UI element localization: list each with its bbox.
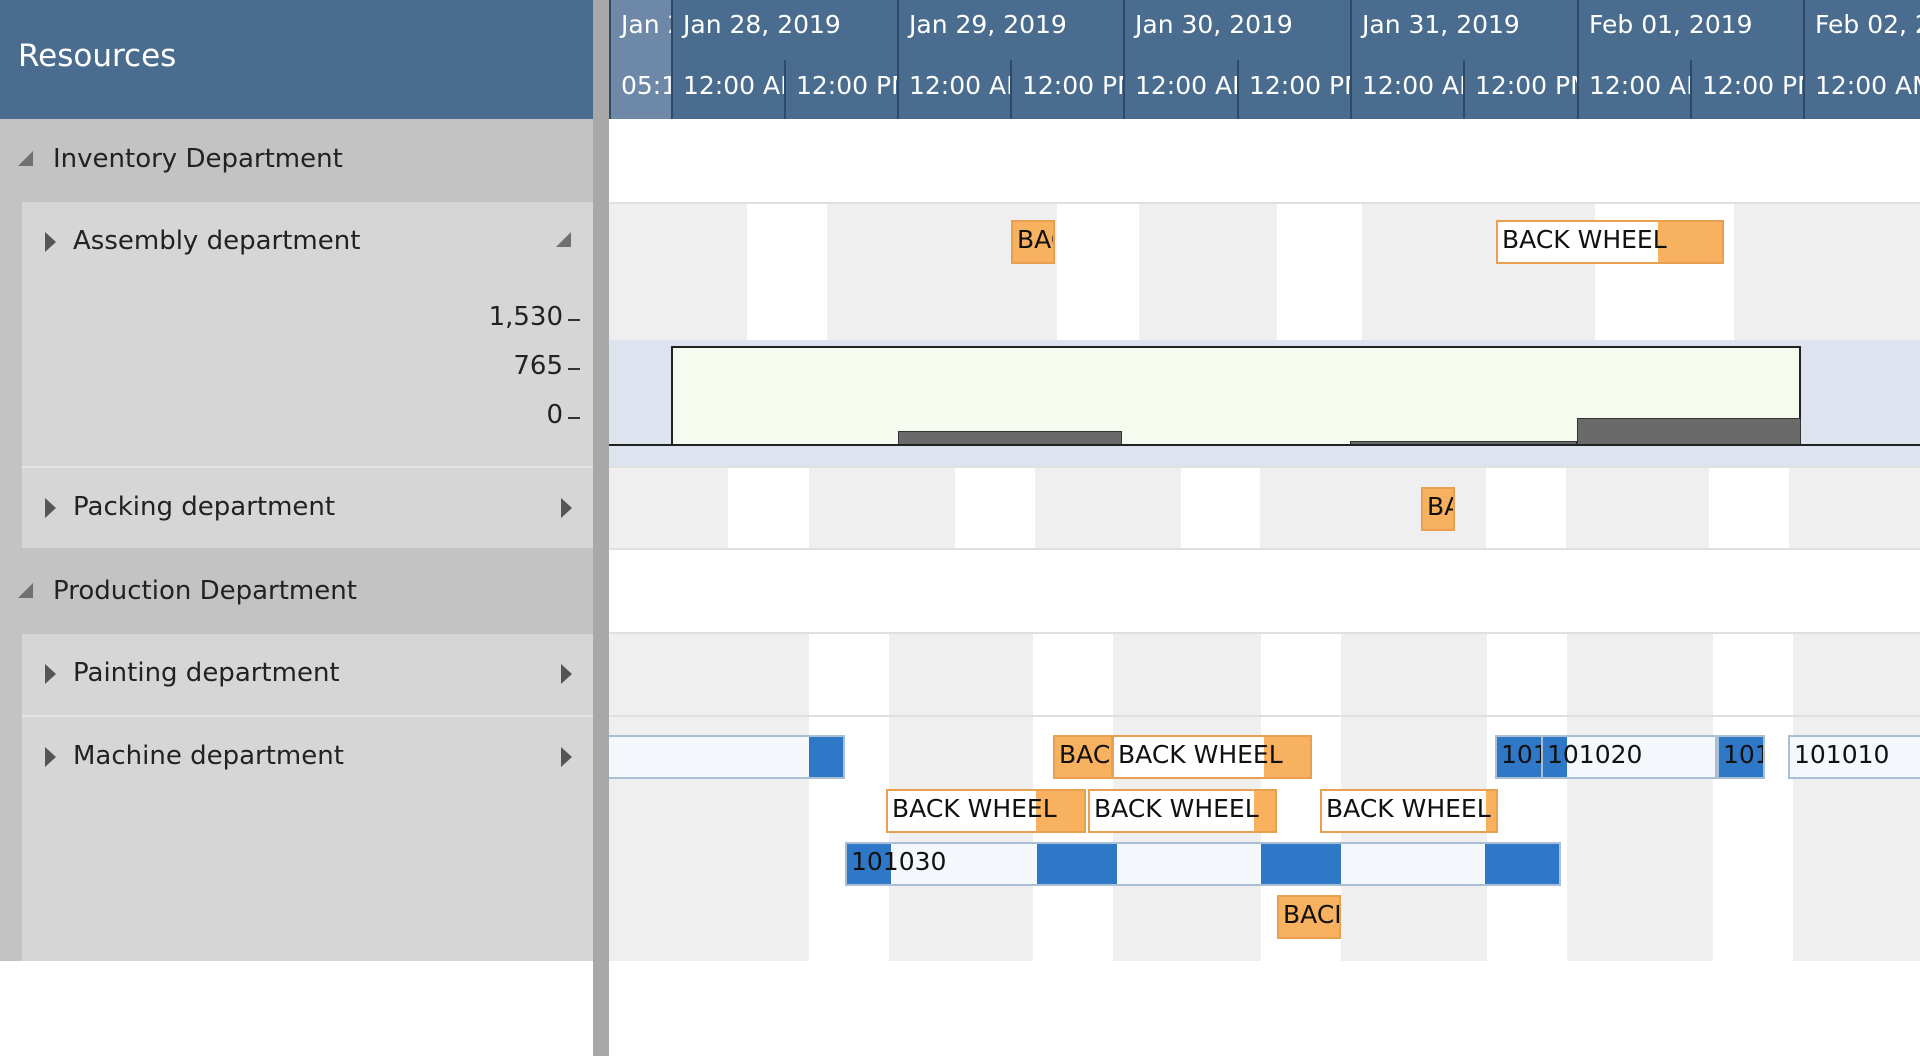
work-order-bar[interactable]: 101010	[1717, 735, 1765, 779]
pane-splitter[interactable]	[593, 0, 609, 1056]
work-order-bar[interactable]	[609, 735, 845, 779]
axis-label-mid: 765	[513, 351, 563, 381]
histogram-baseline	[609, 444, 1920, 446]
task-bar[interactable]: BACK WHEEL	[1421, 487, 1455, 531]
hour-header-cell: 12:00 AM	[1350, 60, 1463, 119]
day-header-cell: Feb 02, 2019	[1803, 0, 1920, 60]
nonworking-stripe	[1035, 468, 1181, 548]
sub-label: Painting department	[73, 658, 340, 688]
task-bar[interactable]: BACK WHEEL	[1088, 789, 1277, 833]
sub-row-assembly[interactable]: Assembly department 1,530 765 0	[22, 202, 593, 466]
expand-histogram-icon[interactable]	[561, 498, 572, 518]
hour-header-cell: 12:00 AM	[671, 60, 784, 119]
day-header-cell: Jan 29, 2019	[897, 0, 1123, 60]
expand-histogram-icon[interactable]	[561, 664, 572, 684]
dept-label: Inventory Department	[53, 144, 343, 174]
nonworking-stripe	[1139, 204, 1277, 340]
collapse-histogram-icon[interactable]	[556, 232, 571, 247]
grid-line	[609, 466, 1920, 468]
task-bar[interactable]: BACK WHEEL	[1112, 735, 1312, 779]
axis-tick	[568, 319, 580, 321]
day-header-cell: Jan 30, 2019	[1123, 0, 1350, 60]
grid-line	[609, 715, 1920, 717]
nonworking-stripe	[1734, 204, 1920, 340]
empty-area	[609, 961, 1920, 1056]
hour-header-cell: 12:00 PM	[784, 60, 897, 119]
resource-tree: Inventory Department Assembly department…	[0, 119, 593, 961]
hour-header-cell: 12:00 AM	[1577, 60, 1690, 119]
hour-header-cell: 12:00 AM	[1123, 60, 1237, 119]
task-bar[interactable]: BACK WHEEL	[1496, 220, 1724, 264]
axis-label-max: 1,530	[488, 302, 563, 332]
task-bar[interactable]: BACK WHEEL	[1053, 735, 1113, 779]
dept-row-production[interactable]: Production Department	[0, 551, 593, 634]
sub-label: Machine department	[73, 741, 344, 771]
hour-header-cell: 12:00 PM	[1237, 60, 1350, 119]
hour-header-cell: 12:00 PM	[1690, 60, 1803, 119]
axis-label-zero: 0	[546, 400, 563, 430]
sub-label: Assembly department	[73, 226, 361, 256]
timeline-grid[interactable]: BACK WHEEL BACK WHEEL BACK WHEEL BACK WH…	[609, 119, 1920, 961]
nonworking-stripe	[1341, 634, 1487, 715]
nonworking-stripe	[1341, 717, 1487, 961]
nonworking-stripe	[1789, 468, 1920, 548]
hour-header-cell: 12:00 PM	[1010, 60, 1123, 119]
nonworking-stripe	[609, 634, 809, 715]
expand-arrow-icon[interactable]	[45, 232, 56, 252]
nonworking-stripe	[609, 204, 747, 340]
work-order-bar[interactable]: 101020	[1541, 735, 1717, 779]
sub-row-packing[interactable]: Packing department	[22, 468, 593, 548]
hour-header-cell: 05:12 PM	[609, 60, 671, 119]
expand-histogram-icon[interactable]	[561, 747, 572, 767]
task-bar[interactable]: BACK WHEEL	[1277, 895, 1341, 939]
load-bar	[1577, 418, 1801, 446]
empty-area	[0, 961, 593, 1056]
hour-header-cell: 12:00 PM	[1463, 60, 1577, 119]
task-bar[interactable]: BACK WHEEL	[1320, 789, 1498, 833]
dept-label: Production Department	[53, 576, 357, 606]
nonworking-stripe	[609, 468, 728, 548]
work-order-bar[interactable]: 101030	[845, 842, 1561, 886]
day-header-cell: Jan 31, 2019	[1350, 0, 1577, 60]
resources-header: Resources	[0, 0, 593, 119]
sub-label: Packing department	[73, 492, 336, 522]
grid-line	[609, 548, 1920, 550]
grid-line	[609, 632, 1920, 634]
nonworking-stripe	[1793, 634, 1920, 715]
day-header-cell: Feb 01, 2019	[1577, 0, 1803, 60]
expand-arrow-icon[interactable]	[45, 498, 56, 518]
day-header-cell: Jan 28, 2019	[671, 0, 897, 60]
nonworking-stripe	[809, 468, 955, 548]
hour-header-cell: 12:00 AM	[897, 60, 1010, 119]
task-bar[interactable]: BACK WHEEL	[886, 789, 1086, 833]
row-divider	[22, 466, 593, 468]
expanded-triangle-icon[interactable]	[18, 583, 33, 598]
task-bar[interactable]: BACK WHEEL	[1011, 220, 1055, 264]
sub-row-painting[interactable]: Painting department	[22, 634, 593, 715]
load-histogram	[609, 340, 1920, 466]
nonworking-stripe	[1566, 468, 1709, 548]
row-divider	[22, 715, 593, 717]
axis-tick	[568, 368, 580, 370]
sub-row-machine[interactable]: Machine department	[22, 717, 593, 961]
nonworking-stripe	[889, 634, 1033, 715]
nonworking-stripe	[1113, 634, 1261, 715]
work-order-bar[interactable]: 101010	[1788, 735, 1920, 779]
grid-line	[609, 202, 1920, 204]
timeline-header: Jan 27, 2019 Jan 28, 2019 Jan 29, 2019 J…	[609, 0, 1920, 119]
nonworking-stripe	[889, 717, 1033, 961]
axis-tick	[568, 417, 580, 419]
expand-arrow-icon[interactable]	[45, 747, 56, 767]
hour-header-cell: 12:00 AM	[1803, 60, 1920, 119]
nonworking-stripe	[1567, 634, 1713, 715]
expand-arrow-icon[interactable]	[45, 664, 56, 684]
dept-row-inventory[interactable]: Inventory Department	[0, 119, 593, 202]
resources-title: Resources	[18, 38, 177, 74]
expanded-triangle-icon[interactable]	[18, 151, 33, 166]
day-header-cell: Jan 27, 2019	[609, 0, 671, 60]
